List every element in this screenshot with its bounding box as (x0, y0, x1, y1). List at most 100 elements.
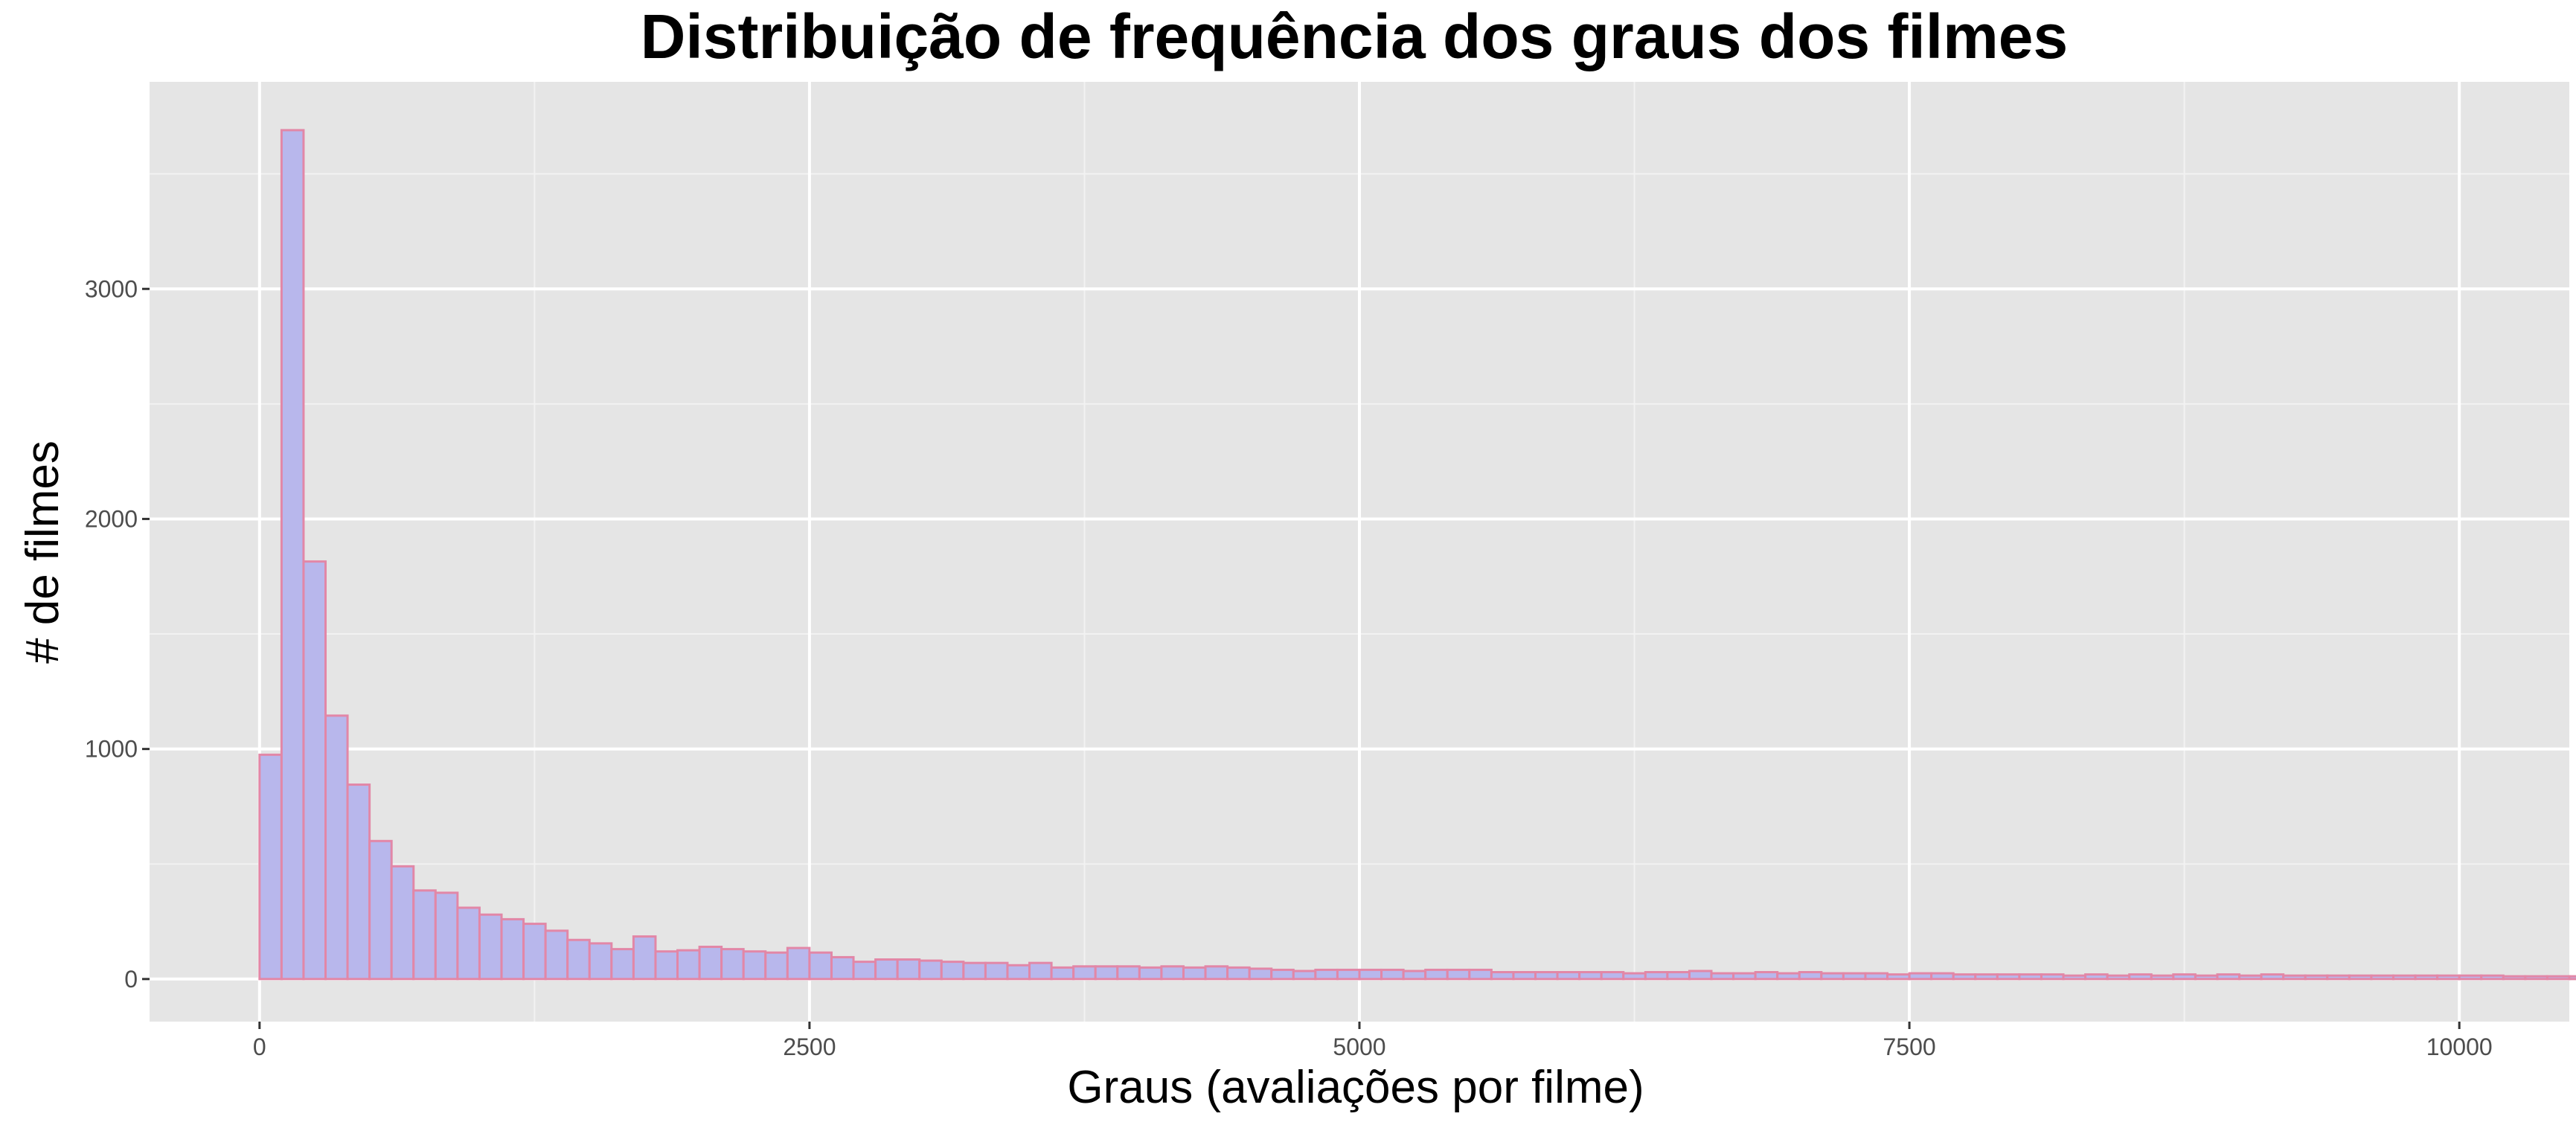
histogram-bar (2040, 973, 2065, 981)
x-tick-label: 7500 (1883, 1034, 1935, 1060)
histogram-bar (2216, 973, 2241, 981)
histogram-bar (1710, 972, 1735, 981)
histogram-bar (2084, 973, 2109, 981)
histogram-bar (2524, 975, 2548, 981)
histogram-bar (830, 955, 855, 981)
histogram-bar (984, 961, 1009, 981)
histogram-bar (1006, 964, 1031, 981)
histogram-bar (1600, 971, 1625, 981)
histogram-bar (1776, 972, 1801, 981)
histogram-bar (940, 961, 965, 981)
histogram-bar (1182, 966, 1207, 981)
histogram-bar (962, 961, 987, 981)
histogram-bar (522, 923, 547, 981)
histogram-bar (2018, 973, 2042, 981)
x-axis-label: Graus (avaliações por filme) (1067, 1062, 1644, 1113)
histogram-bar (1996, 973, 2021, 981)
histogram-bar (1512, 971, 1537, 981)
chart-title: Distribuição de frequência dos graus dos… (641, 1, 2068, 71)
histogram-bar (1732, 972, 1757, 981)
histogram-bar (786, 946, 811, 981)
histogram-bar (2436, 974, 2461, 981)
histogram-bar (478, 913, 503, 981)
x-tick-label: 10000 (2426, 1034, 2493, 1060)
histogram-bar (1952, 973, 1977, 981)
histogram-bar (2128, 973, 2153, 981)
histogram-bar (1798, 971, 1823, 981)
histogram-bar (2391, 974, 2417, 981)
histogram-bar (412, 889, 437, 981)
histogram-bar (1424, 968, 1449, 981)
histogram-bar (1050, 966, 1075, 981)
histogram-bar (456, 906, 481, 981)
histogram-bar (1534, 971, 1559, 981)
histogram-bar (896, 958, 921, 981)
histogram-bar (1248, 967, 1273, 981)
histogram-bar (1578, 971, 1603, 981)
histogram-bar (1116, 965, 1141, 981)
histogram-bar (544, 929, 569, 981)
histogram-bar (1490, 971, 1515, 981)
histogram-bar (1754, 971, 1779, 981)
histogram-bar (1358, 968, 1383, 981)
histogram-bar (2545, 975, 2571, 981)
histogram-bar (1204, 965, 1229, 981)
histogram-bar (258, 753, 283, 981)
histogram-bar (2062, 974, 2087, 981)
histogram-bar (1556, 971, 1581, 981)
histogram-bar (2326, 974, 2351, 981)
histogram-bar (2260, 973, 2285, 981)
x-tick-label: 0 (253, 1034, 266, 1060)
y-axis-label: # de filmes (17, 440, 68, 664)
histogram-bar (654, 950, 679, 981)
y-tick-label: 3000 (85, 275, 138, 302)
histogram-bar (632, 935, 657, 981)
histogram-bar (1160, 965, 1185, 981)
histogram-bar (1864, 972, 1889, 981)
histogram-bar (2304, 974, 2329, 981)
x-axis-ticks: 0 2500 5000 7500 10000 (253, 1022, 2493, 1060)
histogram-bar (1974, 973, 1999, 981)
histogram-bar (2414, 974, 2439, 981)
histogram-bar (1622, 972, 1647, 981)
histogram-bar (1820, 972, 1845, 981)
histogram-bar (368, 839, 393, 981)
histogram-bar (390, 865, 415, 981)
histogram-bar (720, 948, 745, 981)
histogram-bar (2502, 975, 2527, 981)
histogram-bar (1380, 968, 1405, 981)
histogram-bar (588, 942, 613, 981)
histogram-bar (764, 951, 789, 981)
histogram-bar (808, 951, 833, 981)
histogram-bar (1908, 972, 1933, 981)
histogram-bar (1028, 961, 1053, 981)
histogram-bar (1886, 973, 1911, 981)
histogram-bar (1468, 968, 1493, 981)
histogram-bar (2458, 974, 2483, 981)
histogram-bar (1138, 966, 1163, 981)
histogram-bar (566, 938, 591, 981)
histogram-bar (2238, 974, 2263, 981)
histogram-bar (2194, 974, 2219, 981)
histogram-bar (280, 129, 305, 981)
histogram-bar (1336, 968, 1361, 981)
histogram-bar (2106, 974, 2131, 981)
histogram-bar (2568, 975, 2576, 981)
histogram-bar (1094, 965, 1119, 981)
histogram-bar (2348, 974, 2373, 981)
histogram-bar (2370, 974, 2394, 981)
histogram-bar (1402, 970, 1427, 981)
histogram-bar (742, 950, 767, 981)
histogram-bar (1644, 971, 1669, 981)
histogram-bar (610, 948, 635, 981)
histogram-bar (918, 959, 943, 981)
histogram-bar (346, 783, 371, 981)
histogram-bar (1072, 965, 1097, 981)
histogram-bar (698, 946, 723, 981)
x-tick-label: 5000 (1333, 1034, 1385, 1060)
y-tick-label: 2000 (85, 505, 138, 532)
histogram-bar (676, 949, 701, 981)
x-tick-label: 2500 (783, 1034, 836, 1060)
histogram-bar (1446, 968, 1471, 981)
